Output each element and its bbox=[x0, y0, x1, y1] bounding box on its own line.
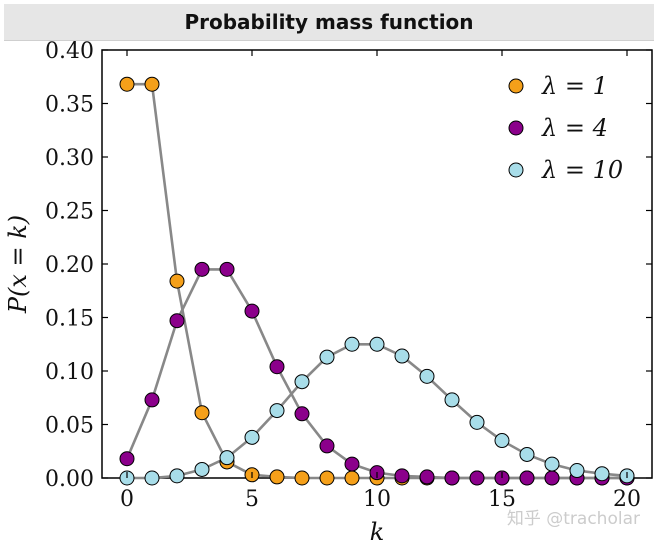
data-point bbox=[169, 468, 185, 484]
data-point bbox=[394, 468, 410, 484]
y-tick-label: 0.20 bbox=[45, 253, 94, 278]
data-point bbox=[444, 470, 460, 486]
legend-label: λ = 10 bbox=[541, 156, 623, 184]
data-point bbox=[369, 336, 385, 352]
data-point bbox=[294, 406, 310, 422]
series-line-2 bbox=[125, 268, 627, 480]
legend-marker bbox=[508, 162, 524, 178]
data-point bbox=[144, 76, 160, 92]
x-tick-label: 0 bbox=[120, 487, 134, 512]
y-tick-label: 0.25 bbox=[45, 200, 94, 225]
data-point bbox=[269, 359, 285, 375]
legend-label: λ = 4 bbox=[541, 114, 608, 142]
data-point bbox=[419, 368, 435, 384]
legend-label: λ = 1 bbox=[541, 72, 608, 100]
data-point bbox=[319, 349, 335, 365]
chart-title: Probability mass function bbox=[4, 4, 654, 41]
data-point bbox=[169, 313, 185, 329]
y-tick-label: 0.05 bbox=[45, 414, 94, 439]
data-point bbox=[119, 76, 135, 92]
data-point bbox=[344, 470, 360, 486]
data-point bbox=[194, 261, 210, 277]
data-point bbox=[394, 348, 410, 364]
data-point bbox=[544, 456, 560, 472]
x-axis-label: k bbox=[370, 518, 385, 546]
data-point bbox=[244, 429, 260, 445]
data-point bbox=[144, 392, 160, 408]
data-point bbox=[294, 374, 310, 390]
data-point bbox=[319, 470, 335, 486]
data-point bbox=[419, 469, 435, 485]
data-point bbox=[244, 303, 260, 319]
data-point bbox=[219, 261, 235, 277]
data-point bbox=[544, 470, 560, 486]
x-tick-label: 20 bbox=[613, 487, 641, 512]
data-point bbox=[444, 392, 460, 408]
y-tick-label: 0.35 bbox=[45, 93, 94, 118]
y-tick-label: 0.40 bbox=[45, 39, 94, 64]
data-point bbox=[344, 456, 360, 472]
x-tick-label: 10 bbox=[363, 487, 391, 512]
data-point bbox=[194, 461, 210, 477]
data-point bbox=[469, 414, 485, 430]
x-tick-label: 15 bbox=[488, 487, 516, 512]
data-point bbox=[219, 450, 235, 466]
watermark: 知乎 @tracholar bbox=[507, 509, 640, 529]
data-point bbox=[319, 438, 335, 454]
data-point bbox=[294, 470, 310, 486]
data-point bbox=[344, 336, 360, 352]
data-point bbox=[569, 463, 585, 479]
legend-marker bbox=[508, 78, 524, 94]
data-point bbox=[519, 470, 535, 486]
x-tick-label: 5 bbox=[245, 487, 259, 512]
y-tick-label: 0.15 bbox=[45, 307, 94, 332]
y-axis-label: P(x = k) bbox=[4, 215, 32, 314]
data-point bbox=[519, 446, 535, 462]
data-point bbox=[119, 451, 135, 467]
data-point bbox=[494, 433, 510, 449]
data-point bbox=[594, 466, 610, 482]
y-tick-label: 0.10 bbox=[45, 360, 94, 385]
y-tick-label: 0.30 bbox=[45, 146, 94, 171]
data-point bbox=[469, 470, 485, 486]
data-point bbox=[194, 405, 210, 421]
data-point bbox=[169, 273, 185, 289]
y-tick-label: 0.00 bbox=[45, 467, 94, 492]
data-point bbox=[269, 469, 285, 485]
data-point bbox=[144, 470, 160, 486]
legend-marker bbox=[508, 120, 524, 136]
data-point bbox=[269, 403, 285, 419]
